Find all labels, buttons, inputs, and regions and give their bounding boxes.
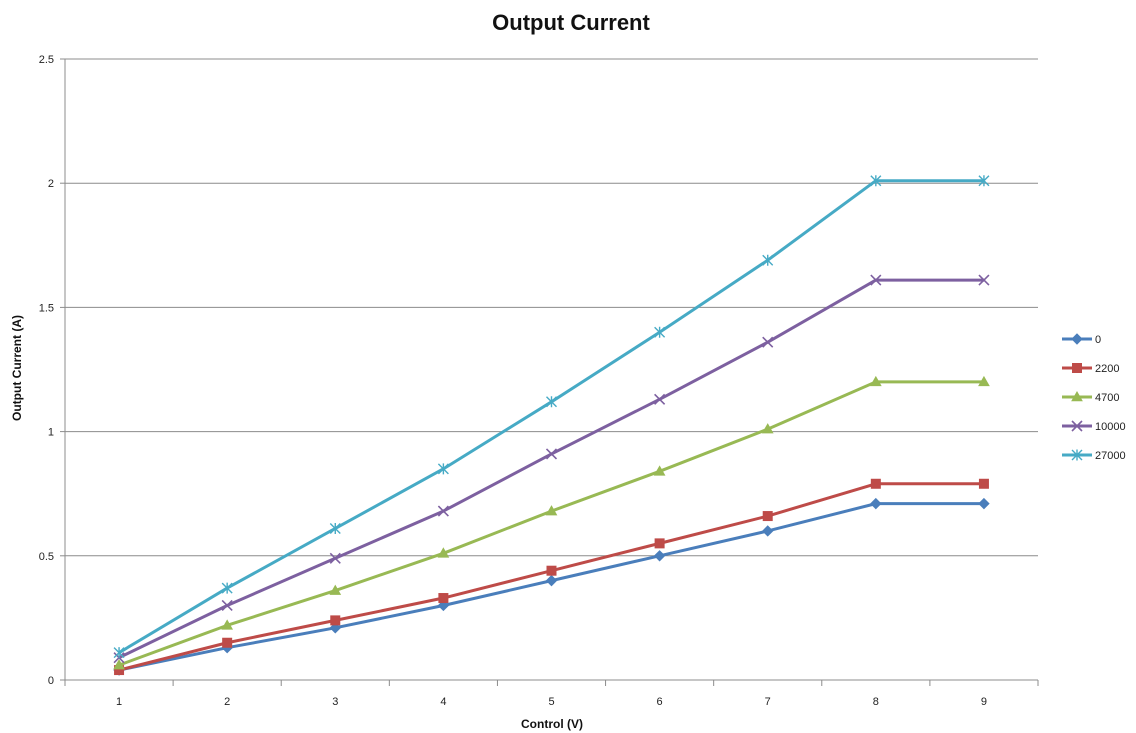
legend-marker	[1071, 333, 1083, 345]
y-tick-label: 1.5	[39, 302, 54, 314]
series-10000	[113, 274, 990, 664]
y-tick-label: 0	[48, 675, 54, 687]
series-0	[113, 497, 990, 676]
data-point	[653, 550, 666, 562]
data-point	[113, 659, 125, 670]
x-tick-label: 3	[332, 696, 338, 708]
legend-item: 27000	[1062, 449, 1126, 462]
data-point	[654, 393, 666, 405]
legend-item: 4700	[1062, 390, 1119, 404]
data-point	[545, 505, 558, 516]
data-point	[545, 448, 558, 460]
data-point	[761, 423, 774, 434]
data-point	[330, 615, 341, 626]
data-point	[978, 274, 990, 286]
data-point	[437, 505, 449, 517]
x-tick-label: 9	[981, 696, 987, 708]
legend-marker	[1071, 420, 1083, 432]
data-point	[762, 254, 774, 266]
legend-marker	[1072, 363, 1082, 373]
x-tick-label: 5	[548, 696, 554, 708]
data-point	[329, 584, 342, 595]
legend-marker	[1071, 449, 1083, 461]
legend-label: 2200	[1095, 363, 1119, 375]
legend-item: 0	[1062, 333, 1101, 346]
data-point	[329, 522, 341, 534]
data-point	[329, 552, 341, 564]
y-axis-title: Output Current (A)	[10, 315, 24, 421]
legend-item: 2200	[1062, 363, 1119, 375]
legend-label: 4700	[1095, 392, 1119, 404]
legend-label: 10000	[1095, 421, 1126, 433]
data-point	[545, 574, 558, 587]
x-tick-label: 1	[116, 696, 122, 708]
data-point	[978, 497, 990, 510]
data-point	[869, 375, 882, 387]
data-point	[870, 497, 882, 510]
data-point	[221, 599, 233, 612]
data-point	[978, 175, 990, 187]
x-tick-label: 2	[224, 696, 230, 708]
y-tick-label: 1	[48, 427, 54, 439]
data-point	[654, 538, 665, 549]
legend-label: 27000	[1095, 450, 1126, 462]
series-line	[118, 278, 984, 659]
data-point	[870, 478, 881, 489]
legend-marker	[1071, 390, 1083, 402]
data-point	[762, 511, 773, 522]
data-point	[653, 465, 666, 476]
data-point	[222, 637, 233, 648]
data-point	[870, 175, 882, 187]
chart-title: Output Current	[492, 10, 650, 35]
legend-label: 0	[1095, 334, 1101, 346]
series-line	[118, 502, 984, 672]
data-point	[437, 547, 450, 558]
data-point	[762, 525, 774, 537]
x-tick-label: 4	[440, 696, 446, 708]
data-point	[546, 565, 557, 576]
data-point	[978, 478, 989, 489]
x-axis-title: Control (V)	[521, 717, 583, 731]
data-point	[546, 396, 557, 408]
series-2200	[114, 478, 989, 676]
series-27000	[113, 175, 990, 659]
x-tick-label: 8	[873, 696, 879, 708]
x-tick-label: 7	[765, 696, 771, 708]
series-group	[113, 175, 990, 676]
y-tick-label: 2	[48, 178, 54, 190]
data-point	[437, 463, 449, 475]
legend-item: 10000	[1062, 420, 1126, 433]
series-4700	[113, 375, 990, 670]
data-point	[978, 375, 990, 387]
data-point	[870, 274, 882, 286]
gridlines	[65, 58, 1038, 557]
series-line	[118, 380, 984, 667]
data-point	[654, 326, 666, 338]
data-point	[438, 593, 449, 604]
legend: 0 2200 4700 10000 27000	[1062, 333, 1126, 462]
data-point	[113, 647, 125, 659]
data-point	[221, 582, 233, 594]
x-tick-label: 6	[657, 696, 663, 708]
axes: 0 0.5 1 1.5 2 2.5 1 2 3 4 5 6 7 8 9	[39, 54, 1039, 708]
y-tick-label: 2.5	[39, 54, 54, 66]
data-point	[221, 619, 234, 630]
y-tick-label: 0.5	[39, 551, 54, 563]
data-point	[762, 336, 774, 348]
